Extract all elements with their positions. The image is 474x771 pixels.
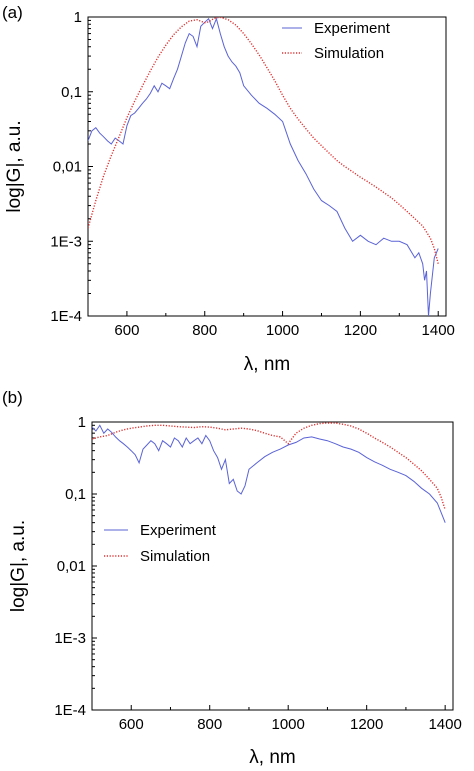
y-tick-label: 1	[78, 414, 86, 431]
series-line-experiment	[92, 424, 446, 523]
x-tick-label: 1000	[266, 322, 299, 339]
legend-label-experiment: Experiment	[314, 20, 391, 37]
x-tick-label: 1200	[350, 716, 383, 733]
x-tick-label: 1000	[272, 716, 305, 733]
y-tick-label: 0,1	[65, 486, 86, 503]
y-tick-label: 1E-4	[50, 308, 82, 325]
y-tick-label: 0,01	[53, 159, 82, 176]
y-axis-label: log|G|, a.u.	[4, 120, 25, 212]
x-tick-label: 600	[119, 716, 144, 733]
x-tick-label: 800	[197, 716, 222, 733]
chart-b-svg: (b) 600 800 1000 1200 1400 1E-4 1E-3 0,01 0,1 1 λ, …	[2, 388, 462, 768]
y-tick-label: 1E-3	[54, 630, 86, 647]
plot-frame	[87, 16, 447, 317]
legend-label-simulation: Simulation	[314, 45, 384, 62]
x-axis-label: λ, nm	[244, 354, 290, 375]
x-axis-label: λ, nm	[249, 747, 295, 768]
legend-label-experiment: Experiment	[140, 522, 217, 539]
y-axis-label: log|G|, a.u.	[8, 520, 29, 612]
x-tick-label: 1400	[428, 716, 461, 733]
series-line-experiment	[88, 17, 439, 316]
chart-panel-a: (a) 600 800 1000 1200 1400 1E-4 1E-3 0,01 0,1 1 λ, …	[0, 0, 474, 385]
legend-label-simulation: Simulation	[140, 548, 210, 565]
chart-panel-b: (b) 600 800 1000 1200 1400 1E-4 1E-3 0,01 0,1 1 λ, …	[0, 385, 474, 771]
x-tick-label: 1400	[422, 322, 455, 339]
series-line-simulation	[88, 17, 439, 264]
panel-label: (b)	[2, 388, 23, 407]
x-tick-label: 800	[192, 322, 217, 339]
y-tick-label: 0,1	[61, 84, 82, 101]
series-line-simulation	[92, 422, 446, 511]
x-tick-label: 1200	[344, 322, 377, 339]
panel-label: (a)	[2, 3, 23, 22]
chart-a-svg: (a) 600 800 1000 1200 1400 1E-4 1E-3 0,01 0,1 1 λ, …	[2, 3, 455, 375]
y-tick-label: 0,01	[57, 558, 86, 575]
y-tick-label: 1E-4	[54, 702, 86, 719]
y-tick-label: 1	[74, 9, 82, 26]
x-tick-label: 600	[114, 322, 139, 339]
y-tick-label: 1E-3	[50, 233, 82, 250]
plot-frame	[91, 421, 454, 711]
